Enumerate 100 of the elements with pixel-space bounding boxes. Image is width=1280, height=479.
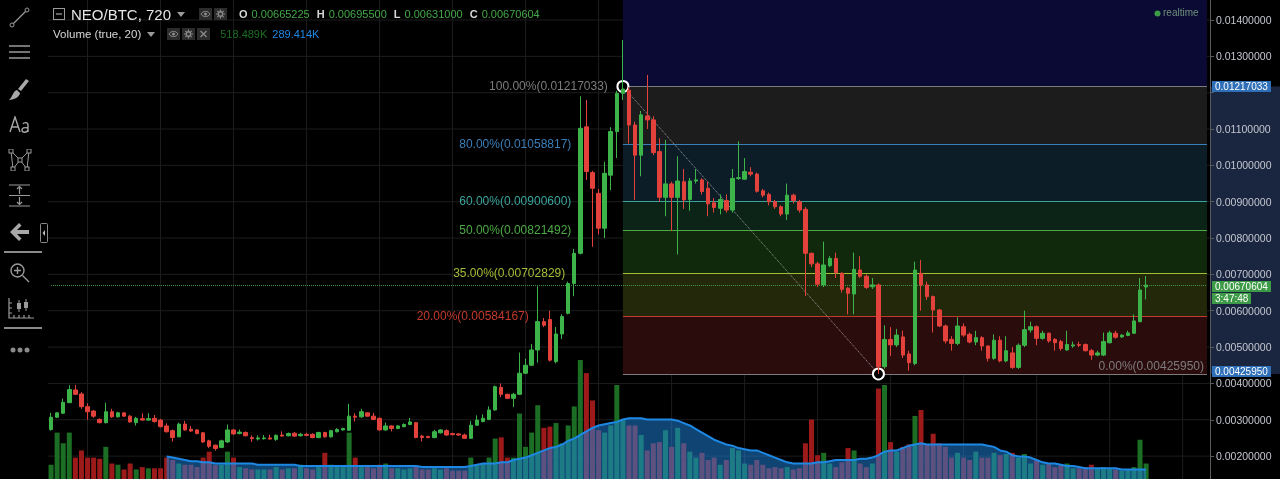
candlestick	[1144, 275, 1148, 300]
bar	[316, 467, 322, 479]
candlestick	[554, 326, 558, 364]
annotation: 518.489K	[220, 28, 268, 40]
candlestick	[1010, 346, 1015, 370]
y-tick-label: 0.01000000	[1216, 159, 1272, 172]
candlestick	[414, 421, 418, 439]
candlestick	[718, 193, 723, 215]
bar	[894, 451, 900, 479]
candlestick	[894, 328, 899, 348]
candlestick	[286, 431, 291, 437]
bar	[669, 446, 675, 479]
candlestick	[663, 139, 668, 217]
candlestick	[243, 430, 248, 437]
candlestick	[907, 350, 911, 372]
candlestick	[1120, 333, 1124, 339]
candlestick	[755, 172, 759, 194]
bar	[389, 468, 395, 479]
text: 0.01217033	[1212, 80, 1271, 92]
bar	[638, 434, 644, 479]
candlestick	[919, 259, 923, 312]
candlestick	[359, 408, 364, 419]
candlestick	[706, 181, 710, 217]
bar	[1009, 452, 1015, 479]
candlestick	[931, 294, 935, 334]
candlestick	[639, 110, 643, 177]
y-tick-label: 0.00400000	[1216, 377, 1272, 390]
y-tick-label: 0.00700000	[1216, 268, 1272, 281]
candlestick	[590, 170, 595, 248]
y-tick-label: 0.01400000	[1216, 13, 1272, 26]
bar	[845, 448, 851, 479]
candlestick	[986, 344, 990, 363]
candlestick	[55, 411, 59, 419]
ref-line-label: 0.00%(0.00425950)	[1098, 358, 1204, 373]
candlestick	[925, 281, 929, 301]
candlestick	[1077, 341, 1081, 348]
bar	[851, 450, 857, 479]
candlestick	[1126, 330, 1130, 337]
candlestick	[475, 414, 479, 427]
bar	[955, 452, 961, 479]
candlestick	[828, 255, 832, 268]
candlestick	[298, 432, 303, 437]
y-tick-label: 0.01300000	[1216, 50, 1272, 63]
chart-title: Volume (true, 20)	[53, 28, 142, 40]
candlestick	[761, 188, 765, 198]
candlestick	[231, 428, 236, 436]
candlestick	[250, 434, 254, 443]
candlestick	[146, 412, 151, 421]
candlestick	[353, 412, 357, 423]
candlestick	[542, 317, 546, 328]
candlestick	[110, 408, 114, 419]
candlestick	[347, 403, 351, 432]
candlestick	[128, 414, 132, 424]
candlestick	[748, 166, 753, 177]
candlestick	[274, 433, 278, 442]
bar	[869, 463, 875, 479]
candlestick	[61, 398, 65, 415]
candlestick	[420, 434, 424, 443]
candlestick	[493, 385, 497, 412]
bar	[717, 464, 723, 479]
candlestick	[566, 281, 570, 315]
candlestick	[858, 255, 862, 279]
candlestick	[237, 429, 242, 435]
candlestick	[341, 427, 345, 432]
candlestick	[262, 434, 266, 441]
candlestick	[974, 330, 978, 346]
candlestick	[499, 382, 503, 398]
candlestick	[992, 333, 996, 361]
bar	[1034, 459, 1040, 479]
candlestick	[505, 393, 510, 400]
candlestick	[584, 99, 589, 181]
bar	[912, 415, 918, 479]
candlestick	[469, 420, 473, 440]
candlestick	[426, 435, 430, 439]
chart-title: NEO/BTC, 720	[71, 5, 172, 23]
candlestick	[864, 273, 869, 290]
bar	[882, 384, 888, 479]
candlestick	[669, 181, 674, 232]
candlestick	[140, 412, 145, 421]
bar	[1003, 454, 1009, 479]
candlestick	[888, 326, 893, 357]
bar	[723, 459, 729, 479]
candlestick	[389, 424, 394, 432]
candlestick	[785, 183, 789, 221]
text: 0.00425950	[1212, 365, 1271, 377]
candlestick	[122, 411, 126, 418]
candlestick	[901, 330, 905, 359]
candlestick	[700, 177, 704, 195]
y-tick-label: 0.00200000	[1216, 450, 1272, 463]
candlestick	[323, 431, 327, 439]
bar	[888, 442, 894, 479]
annotation: 289.414K	[272, 28, 320, 40]
candlestick	[1047, 332, 1051, 344]
annotation: realtime	[1163, 7, 1199, 19]
candlestick	[712, 197, 716, 214]
candlestick	[1071, 341, 1075, 349]
ref-line-label: 60.00%(0.00900600)	[459, 194, 572, 209]
ref-line-label: 35.00%(0.00702829)	[453, 266, 566, 281]
ref-line-label: 50.00%(0.00821492)	[459, 223, 572, 238]
text: 3:47:48	[1212, 292, 1252, 304]
